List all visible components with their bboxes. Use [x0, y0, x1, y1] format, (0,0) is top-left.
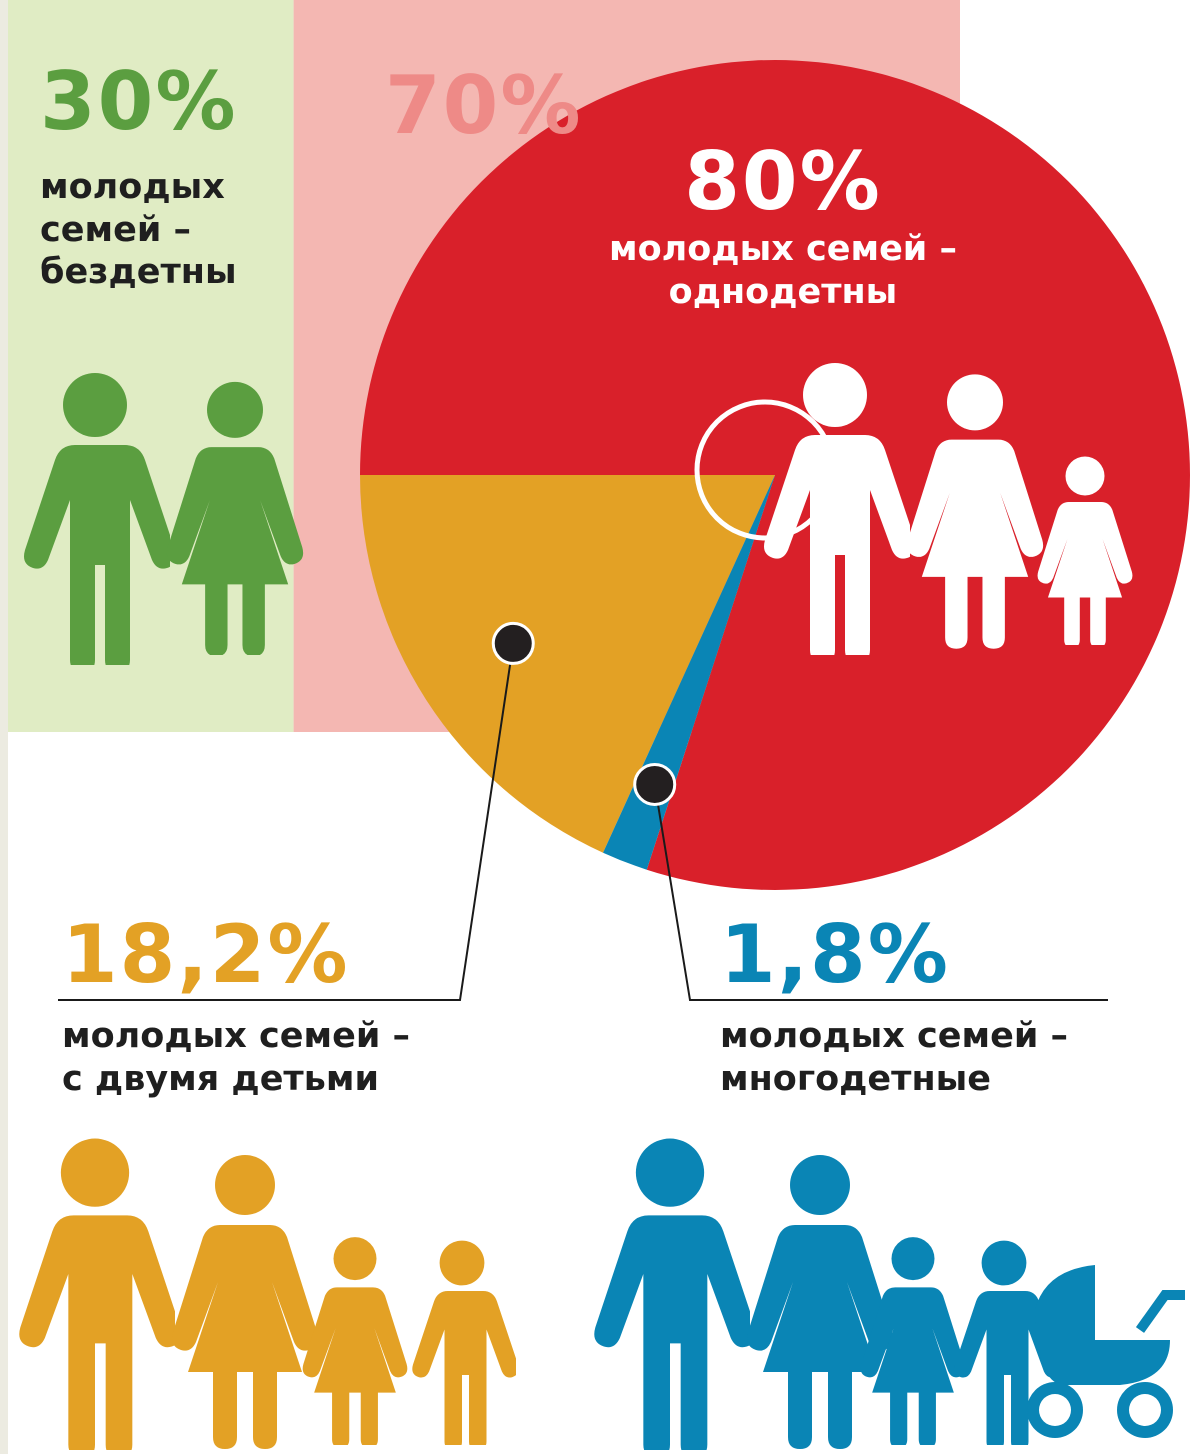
- icon: [19, 1138, 175, 1450]
- stroller: [1027, 1265, 1185, 1438]
- side-strip: [0, 0, 8, 1454]
- label: молодых семей – многодетные: [720, 1016, 1069, 1099]
- pie-slice: [360, 475, 775, 853]
- leader-line: [58, 643, 515, 1001]
- icon: [594, 1138, 750, 1450]
- label: молодых семей – бездетны: [40, 167, 237, 293]
- leader-line: [653, 784, 1108, 1001]
- family-icons: [19, 363, 1185, 1450]
- percent: 18,2%: [62, 908, 350, 1001]
- label: молодых семей – однодетны: [608, 229, 958, 312]
- icon: [172, 1155, 318, 1449]
- icon: [412, 1240, 516, 1445]
- percent: 30%: [40, 55, 238, 148]
- percent: 1,8%: [720, 908, 950, 1001]
- icon: [860, 1237, 966, 1445]
- icon: [302, 1237, 408, 1445]
- percent: 70%: [385, 59, 583, 152]
- callout-dot: [633, 762, 677, 806]
- pie-slice: [360, 60, 1190, 891]
- icon: [747, 1155, 893, 1449]
- label: молодых семей – с двумя детьми: [62, 1016, 411, 1099]
- callout-dot: [491, 621, 535, 665]
- percent: 80%: [684, 135, 882, 228]
